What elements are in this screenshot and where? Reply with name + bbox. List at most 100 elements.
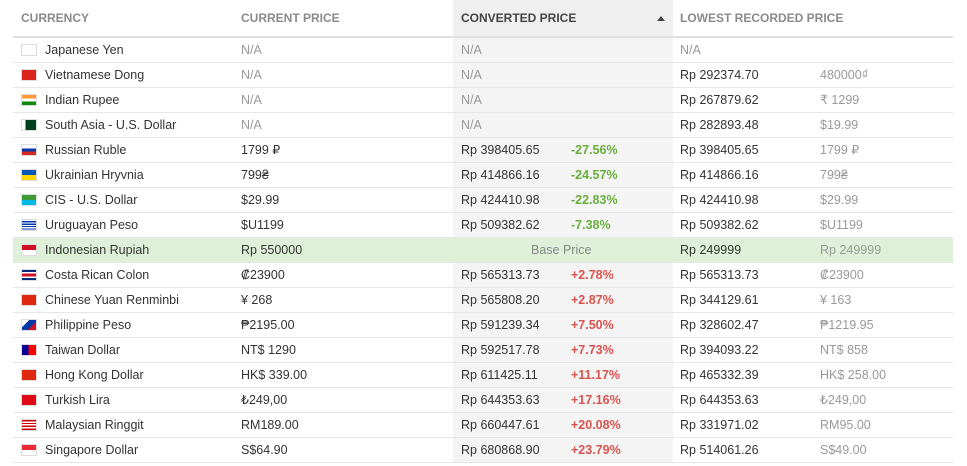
sorted-column-bg <box>453 388 673 412</box>
sorted-column-bg <box>453 0 673 36</box>
table-row: Japanese Yen N/A N/A N/A <box>13 38 953 63</box>
current-price: NT$ 1290 <box>241 343 296 357</box>
flag-icon <box>22 345 36 355</box>
lowest-price: Rp 565313.73 <box>680 268 759 282</box>
lowest-local-price: ₺249,00 <box>820 393 867 407</box>
table-row: Singapore Dollar S$64.90 Rp 680868.90 +23.7… <box>13 438 953 463</box>
current-price: ₺249,00 <box>241 393 288 407</box>
lowest-local-price: HK$ 258.00 <box>820 368 887 382</box>
column-header[interactable]: CONVERTED PRICE <box>461 11 577 25</box>
current-price: N/A <box>241 93 262 107</box>
column-header[interactable]: CURRENT PRICE <box>241 11 340 25</box>
sorted-column-bg <box>453 313 673 337</box>
lowest-price: Rp 331971.02 <box>680 418 759 432</box>
lowest-local-price: 480000₫ <box>820 68 869 82</box>
lowest-local-price: $29.99 <box>820 193 859 207</box>
sorted-column-bg <box>453 113 673 137</box>
current-price: RM189.00 <box>241 418 299 432</box>
lowest-price: Rp 465332.39 <box>680 368 759 382</box>
lowest-price: Rp 398405.65 <box>680 143 759 157</box>
currency-name: Taiwan Dollar <box>45 343 121 357</box>
table-row: Indian Rupee N/A N/A Rp 267879.62 ₹ 1299 <box>13 88 953 113</box>
sort-arrow[interactable] <box>657 16 665 21</box>
flag-icon <box>22 295 36 305</box>
sorted-column-bg <box>453 163 673 187</box>
price-table: CURRENCY CURRENT PRICE CONVERTED PRICE L… <box>13 0 953 463</box>
table-row: Chinese Yuan Renminbi ¥ 268 Rp 565808.20 +2… <box>13 288 953 313</box>
lowest-price: Rp 282893.48 <box>680 118 759 132</box>
base-price-label: Base Price <box>531 243 592 257</box>
currency-name: Hong Kong Dollar <box>45 368 144 382</box>
flag-icon <box>22 245 36 255</box>
lowest-price: Rp 414866.16 <box>680 168 759 182</box>
header-row: CURRENCY CURRENT PRICE CONVERTED PRICE L… <box>13 0 953 38</box>
lowest-local-price: ₱1219.95 <box>820 318 874 332</box>
lowest-local-price: S$49.00 <box>820 443 867 457</box>
flag-icon <box>22 270 36 280</box>
column-header[interactable]: LOWEST RECORDED PRICE <box>680 11 844 25</box>
price-change: +2.87% <box>571 293 614 307</box>
lowest-local-price: RM95.00 <box>820 418 871 432</box>
lowest-price: Rp 344129.61 <box>680 293 759 307</box>
lowest-local-price: ¥ 163 <box>820 293 852 307</box>
converted-price: Rp 680868.90 <box>461 443 540 457</box>
lowest-local-price: 1799 ₽ <box>820 143 860 157</box>
lowest-local-price: ₡23900 <box>820 268 864 282</box>
flag-icon <box>22 95 36 105</box>
price-change: +7.73% <box>571 343 614 357</box>
currency-name: Japanese Yen <box>45 43 124 57</box>
converted-price: Rp 660447.61 <box>461 418 540 432</box>
table-row: Philippine Peso ₱2195.00 Rp 591239.34 +7.50… <box>13 313 953 338</box>
lowest-price: N/A <box>680 43 701 57</box>
column-header[interactable]: CURRENCY <box>21 11 90 25</box>
table-row: South Asia - U.S. Dollar N/A N/A Rp 282893.… <box>13 113 953 138</box>
table-row: CIS - U.S. Dollar $29.99 Rp 424410.98 -22.8… <box>13 188 953 213</box>
price-change: -7.38% <box>571 218 611 232</box>
converted-price: Rp 611425.11 <box>461 368 538 382</box>
lowest-price: Rp 328602.47 <box>680 318 759 332</box>
current-price: ¥ 268 <box>241 293 273 307</box>
converted-price: N/A <box>461 43 482 57</box>
currency-name: Russian Ruble <box>45 143 127 157</box>
price-change: +17.16% <box>571 393 621 407</box>
table-row: Taiwan Dollar NT$ 1290 Rp 592517.78 +7.73% R… <box>13 338 953 363</box>
current-price: 1799 ₽ <box>241 143 281 157</box>
flag-icon <box>22 145 36 155</box>
table-row: Malaysian Ringgit RM189.00 Rp 660447.61 +20… <box>13 413 953 438</box>
sorted-column-bg <box>453 438 673 462</box>
sorted-column-bg <box>453 138 673 162</box>
sorted-column-bg <box>453 38 673 62</box>
flag-icon <box>22 195 36 205</box>
sorted-column-bg <box>453 363 673 387</box>
sorted-column-bg <box>453 213 673 237</box>
lowest-local-price: NT$ 858 <box>820 343 868 357</box>
flag-icon <box>22 370 36 380</box>
table-row: Indonesian Rupiah Rp 550000 Base Price Rp 2… <box>13 238 953 263</box>
lowest-price: Rp 644353.63 <box>680 393 759 407</box>
currency-name: Chinese Yuan Renminbi <box>45 293 179 307</box>
current-price: S$64.90 <box>241 443 288 457</box>
sorted-column-bg <box>453 263 673 287</box>
currency-name: Philippine Peso <box>45 318 132 332</box>
table-row: Turkish Lira ₺249,00 Rp 644353.63 +17.16% Rp… <box>13 388 953 413</box>
current-price: $U1199 <box>241 218 284 232</box>
currency-name: Uruguayan Peso <box>45 218 139 232</box>
converted-price: N/A <box>461 68 482 82</box>
currency-name: Singapore Dollar <box>45 443 139 457</box>
current-price: $29.99 <box>241 193 280 207</box>
lowest-price: Rp 249999 <box>680 243 742 257</box>
table-row: Russian Ruble 1799 ₽ Rp 398405.65 -27.56% Rp… <box>13 138 953 163</box>
flag-icon <box>22 445 36 455</box>
flag-icon <box>22 220 36 230</box>
converted-price: Rp 414866.16 <box>461 168 540 182</box>
currency-name: South Asia - U.S. Dollar <box>45 118 177 132</box>
price-change: +2.78% <box>571 268 614 282</box>
price-change: +20.08% <box>571 418 621 432</box>
currency-name: CIS - U.S. Dollar <box>45 193 138 207</box>
table-row: Costa Rican Colon ₡23900 Rp 565313.73 +2.78… <box>13 263 953 288</box>
flag-icon <box>22 320 36 330</box>
table-row: Ukrainian Hryvnia 799₴ Rp 414866.16 -24.57%… <box>13 163 953 188</box>
currency-name: Vietnamese Dong <box>45 68 145 82</box>
converted-price: Rp 565808.20 <box>461 293 540 307</box>
